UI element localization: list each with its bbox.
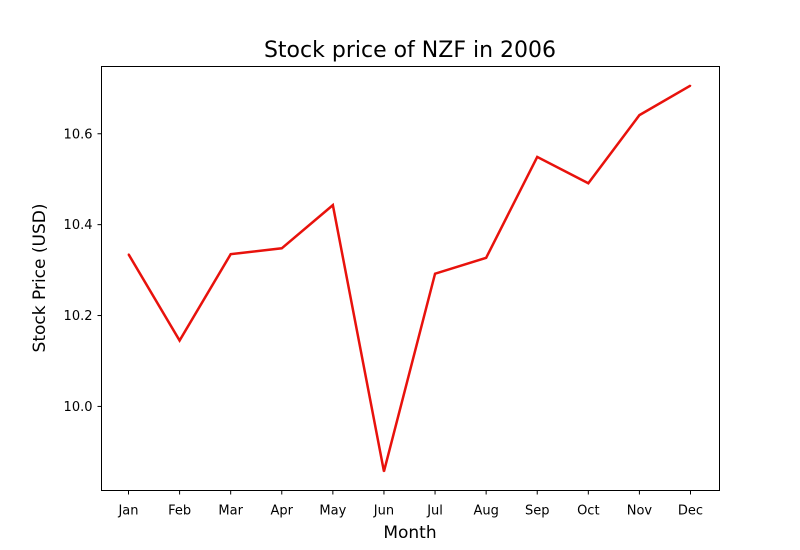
data-point-sep [536, 156, 539, 158]
x-tick-label: Oct [577, 504, 599, 519]
x-tick-label: Dec [678, 504, 703, 519]
x-tick-label: Aug [473, 504, 498, 519]
data-point-may [332, 204, 334, 206]
x-tick-label: Jan [117, 504, 138, 519]
data-point-dec [689, 84, 692, 87]
x-tick-label: Nov [627, 504, 653, 519]
chart-title: Stock price of NZF in 2006 [264, 38, 556, 63]
x-tick-label: Sep [525, 504, 550, 519]
data-point-mar [229, 253, 232, 255]
data-point-aug [485, 257, 487, 259]
data-point-feb [178, 339, 181, 342]
x-tick-label: Jun [373, 504, 394, 519]
plot-area: Jan Feb Mar Apr May Jun Jul Aug Sep Oct Nov Dec 10.… [64, 66, 720, 519]
data-point-jan [127, 253, 130, 255]
x-tick-label: Feb [168, 504, 191, 519]
y-tick-label: 10.4 [64, 218, 93, 233]
x-tick-label: May [319, 504, 346, 519]
data-point-oct [587, 182, 590, 185]
plot-frame [101, 66, 720, 491]
data-point-jul [434, 272, 436, 275]
y-tick-label: 10.6 [64, 127, 93, 142]
data-point-apr [280, 247, 283, 250]
series-line [127, 84, 692, 472]
x-axis: Jan Feb Mar Apr May Jun Jul Aug Sep Oct Nov Dec [117, 490, 703, 519]
x-tick-label: Mar [218, 504, 243, 519]
y-tick-label: 10.0 [64, 400, 93, 415]
x-axis-label: Month [383, 523, 436, 543]
y-axis: 10.0 10.2 10.4 10.6 [64, 127, 102, 415]
data-point-jun [383, 470, 385, 473]
series-layer [127, 84, 692, 473]
x-tick-label: Jul [426, 504, 443, 519]
y-axis-label: Stock Price (USD) [30, 204, 50, 353]
x-tick-label: Apr [271, 504, 294, 519]
data-point-nov [638, 114, 641, 116]
y-tick-label: 10.2 [64, 309, 93, 324]
